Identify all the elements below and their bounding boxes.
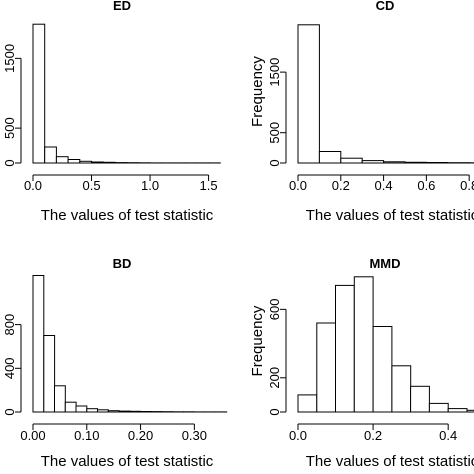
histogram-panel-cd: 0.0 0.2 0.4 0.6 0.8 0 500 1500 CD The values of t… bbox=[249, 0, 474, 224]
histogram-bar bbox=[447, 408, 468, 413]
x-tick-label: 0.00 bbox=[20, 428, 45, 443]
histogram-bar bbox=[316, 322, 337, 413]
y-tick-label: 800 bbox=[2, 314, 17, 336]
y-tick-label: 200 bbox=[267, 367, 282, 389]
y-tick-label: 0 bbox=[2, 159, 17, 166]
y-axis-label: Frequency bbox=[249, 56, 266, 127]
histogram-bar bbox=[318, 151, 342, 164]
histogram-bar bbox=[129, 410, 142, 413]
histogram-panel-bd: 0.00 0.10 0.20 0.30 0 400 800 BD The values of t… bbox=[2, 256, 228, 470]
histogram-bar bbox=[97, 409, 109, 413]
histogram-bar bbox=[75, 405, 88, 413]
x-tick-label: 0.8 bbox=[460, 178, 474, 193]
y-tick-label: 600 bbox=[267, 298, 282, 320]
histogram-bar bbox=[55, 156, 69, 164]
histogram-bar bbox=[297, 394, 318, 413]
histogram-bar bbox=[64, 401, 77, 413]
x-axis-label: The values of test statistic bbox=[306, 453, 474, 470]
histogram-bar bbox=[118, 410, 131, 413]
chart-title: BD bbox=[113, 256, 132, 271]
histogram-bar bbox=[43, 335, 56, 413]
histogram-bar bbox=[79, 160, 93, 164]
histogram-bar bbox=[425, 162, 449, 164]
histogram-bar bbox=[32, 23, 46, 164]
histogram-bar bbox=[91, 161, 104, 164]
histogram-bar bbox=[340, 157, 363, 164]
y-tick-label: 400 bbox=[2, 357, 17, 379]
histogram-bar bbox=[67, 159, 81, 164]
histogram-bar bbox=[335, 284, 355, 413]
histogram-bar bbox=[140, 411, 152, 413]
y-tick-label: 0 bbox=[267, 408, 282, 415]
x-tick-label: 0.0 bbox=[289, 428, 307, 443]
histogram-bar bbox=[428, 402, 449, 413]
histogram-bar bbox=[391, 365, 412, 413]
histogram-bar bbox=[404, 161, 427, 164]
y-tick-label: 500 bbox=[2, 117, 17, 139]
x-tick-label: 1.5 bbox=[200, 178, 218, 193]
chart-title: MMD bbox=[369, 256, 400, 271]
histogram-panel-ed: 0.0 0.5 1.0 1.5 0 500 1500 ED The values of test… bbox=[2, 0, 221, 224]
x-tick-label: 0.6 bbox=[417, 178, 435, 193]
x-tick-label: 0.5 bbox=[82, 178, 100, 193]
histogram-bar bbox=[54, 385, 66, 413]
x-tick-label: 0.4 bbox=[439, 428, 457, 443]
y-tick-label: 1500 bbox=[2, 44, 17, 73]
x-tick-label: 0.2 bbox=[364, 428, 382, 443]
histogram-bar bbox=[383, 161, 406, 164]
histogram-bar bbox=[86, 408, 99, 413]
x-tick-label: 0.20 bbox=[128, 428, 153, 443]
chart-title: CD bbox=[376, 0, 395, 13]
y-tick-label: 0 bbox=[2, 408, 17, 415]
x-tick-label: 0.0 bbox=[289, 178, 307, 193]
histogram-bar bbox=[107, 410, 120, 413]
histogram-bar bbox=[361, 160, 385, 164]
x-axis-label: The values of test statistic bbox=[306, 207, 474, 224]
x-axis-label: The values of test statistic bbox=[41, 207, 214, 224]
histogram-panel-mmd: 0.0 0.2 0.4 0 200 600 MMD The values of test st… bbox=[249, 256, 474, 470]
histogram-bar bbox=[297, 24, 320, 164]
y-tick-label: 500 bbox=[267, 122, 282, 144]
x-tick-label: 0.10 bbox=[74, 428, 99, 443]
x-tick-label: 0.30 bbox=[182, 428, 207, 443]
x-tick-label: 1.0 bbox=[141, 178, 159, 193]
chart-title: ED bbox=[113, 0, 131, 13]
x-axis-label: The values of test statistic bbox=[41, 453, 214, 470]
y-tick-label: 0 bbox=[267, 159, 282, 166]
x-tick-label: 0.0 bbox=[24, 178, 42, 193]
x-tick-label: 0.2 bbox=[332, 178, 350, 193]
histogram-bar bbox=[102, 161, 116, 164]
x-tick-label: 0.4 bbox=[375, 178, 393, 193]
histogram-bar bbox=[44, 146, 57, 164]
y-tick-label: 1500 bbox=[267, 58, 282, 87]
y-axis-label: Frequency bbox=[249, 305, 266, 376]
histogram-bar bbox=[372, 326, 393, 413]
histogram-bar bbox=[466, 409, 474, 413]
histogram-bar bbox=[353, 276, 374, 413]
histogram-bar bbox=[410, 385, 430, 413]
histogram-bar bbox=[32, 275, 45, 413]
